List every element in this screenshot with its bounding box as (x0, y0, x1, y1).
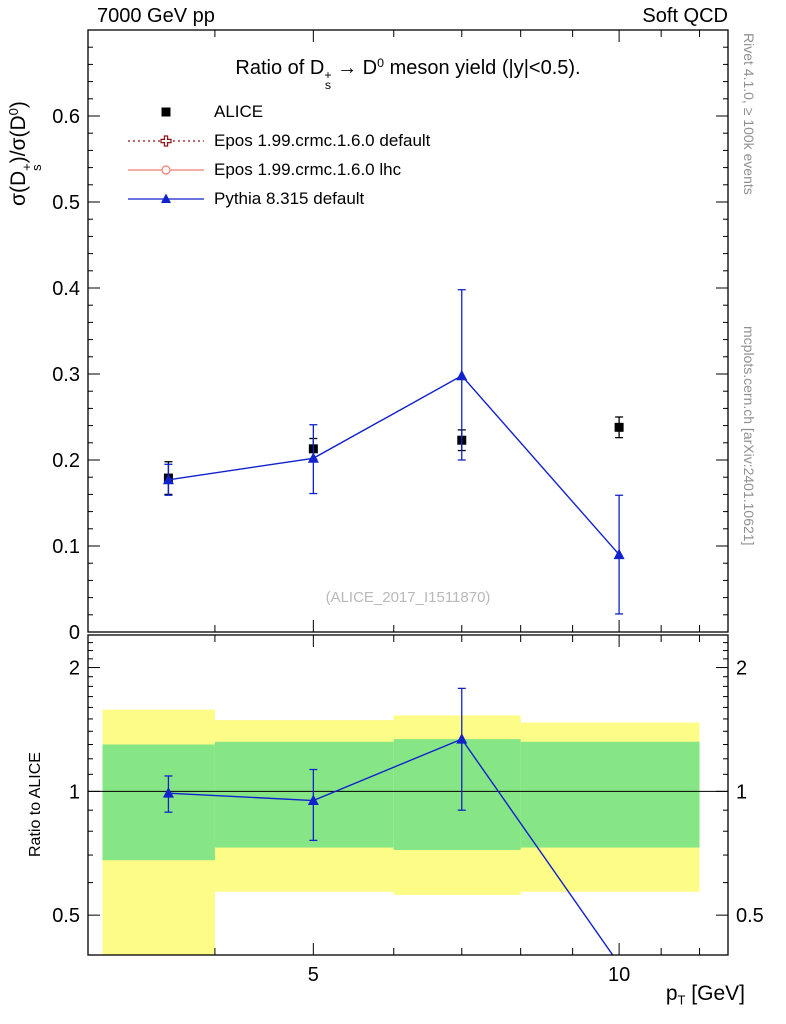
title-ds-supsub: + s (324, 68, 332, 92)
ratio-data-point (307, 794, 319, 806)
y-axis-label-top: σ(D + s)/σ(D0) (6, 0, 44, 206)
legend-sample-epos-lhc (128, 164, 204, 175)
rivet-version-note: Rivet 4.1.0, ≥ 100k events (741, 33, 757, 195)
title-text-post: meson yield (|y|<0.5). (384, 56, 581, 79)
ylabel-text-pre: σ(D (7, 170, 31, 206)
ylabel-text-mid: )/σ(D (7, 115, 31, 164)
x-axis-label: pT [GeV] (560, 982, 745, 1008)
data-point (456, 369, 468, 381)
y-tick-label-top: 0.4 (52, 278, 80, 300)
xlabel-sub-t: T (677, 992, 686, 1008)
legend-label-alice: ALICE (214, 101, 264, 121)
title-text-mid: → D (331, 56, 378, 79)
uncertainty-band-inner (214, 741, 394, 848)
series-line (168, 374, 620, 556)
ylabel-sup-zero: 0 (6, 108, 21, 116)
legend-label-pythia: Pythia 8.315 default (214, 188, 365, 208)
y-tick-label-bottom-right: 1 (736, 781, 747, 803)
x-tick-label: 5 (308, 964, 319, 986)
ylabel-sub-s: s (28, 164, 44, 171)
x-tick-label: 10 (608, 964, 630, 986)
title-sup-zero: 0 (377, 56, 385, 70)
ylabel-ds-supsub: + s (19, 163, 44, 171)
open-circle-marker-icon (161, 164, 171, 175)
legend-sample-alice (161, 107, 171, 116)
legend-item-epos-lhc: Epos 1.99.crmc.1.6.0 lhc (126, 155, 430, 184)
ratio-line (168, 738, 614, 955)
title-text-pre: Ratio of D (235, 56, 325, 79)
y-tick-label-bottom-right: 2 (736, 658, 747, 680)
title-sup-plus: + (324, 68, 332, 83)
y-tick-label-top: 0.2 (52, 450, 80, 472)
filled-square-marker-icon (161, 107, 171, 116)
y-tick-label-bottom-left: 1 (69, 781, 80, 803)
title-sub-s: s (324, 77, 332, 92)
bottom-panel-frame (87, 634, 729, 956)
y-tick-label-bottom-left: 2 (69, 658, 80, 680)
beam-energy-label: 7000 GeV pp (97, 5, 215, 27)
ylabel-text-post: ) (7, 101, 31, 109)
legend: ALICE Epos 1.99.crmc.1.6.0 default Epos … (126, 97, 430, 213)
legend-sample-epos-default (128, 134, 204, 147)
filled-triangle-marker-icon (161, 193, 171, 203)
legend-item-alice: ALICE (126, 97, 430, 126)
xlabel-p: p (665, 982, 678, 1005)
legend-label-epos-lhc: Epos 1.99.crmc.1.6.0 lhc (214, 159, 402, 179)
mcplots-arxiv-note: mcplots.cern.ch [arXiv:2401.10621] (741, 326, 757, 546)
top-panel-frame (87, 29, 729, 633)
data-point (307, 452, 319, 463)
ratio-data-point (162, 787, 174, 798)
analysis-id-watermark: (ALICE_2017_I1511870) (325, 589, 491, 606)
y-tick-label-top: 0.5 (52, 192, 80, 214)
data-point (162, 473, 174, 485)
data-point (613, 548, 625, 560)
uncertainty-band-inner (520, 741, 700, 848)
y-tick-label-top: 0.1 (52, 536, 80, 558)
legend-item-epos-default: Epos 1.99.crmc.1.6.0 default (126, 126, 430, 155)
legend-label-epos-default: Epos 1.99.crmc.1.6.0 default (214, 130, 431, 150)
data-point (614, 422, 624, 432)
legend-item-pythia: Pythia 8.315 default (126, 184, 430, 213)
y-tick-label-top: 0 (69, 622, 80, 644)
uncertainty-band-inner (102, 744, 215, 861)
open-cross-marker-icon (160, 134, 172, 147)
process-group-label: Soft QCD (642, 5, 728, 27)
y-tick-label-top: 0.3 (52, 364, 80, 386)
y-tick-label-bottom-right: 0.5 (736, 905, 764, 927)
ratio-data-point (456, 733, 468, 744)
legend-sample-pythia (128, 193, 204, 203)
uncertainty-band-inner (393, 739, 521, 851)
plot-title: Ratio of D + s → D0 meson yield (|y|<0.5). (88, 56, 728, 92)
y-tick-label-top: 0.6 (52, 106, 80, 128)
xlabel-unit: [GeV] (685, 982, 745, 1005)
y-tick-label-bottom-left: 0.5 (52, 905, 80, 927)
y-axis-label-bottom: Ratio to ALICE (27, 752, 44, 857)
